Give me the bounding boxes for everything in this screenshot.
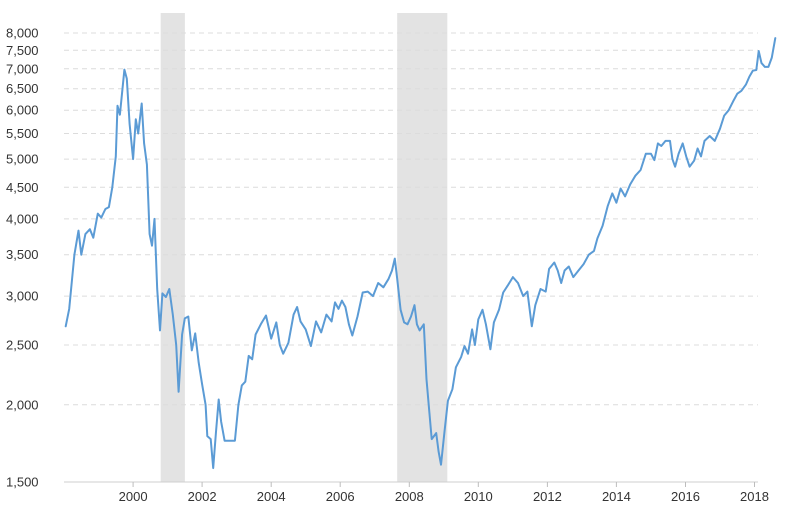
x-tick-label: 2018 [740,489,769,504]
y-tick-label: 6,500 [6,81,39,96]
x-tick-label: 2014 [602,489,631,504]
y-tick-label: 2,000 [6,397,39,412]
gridlines [64,32,758,406]
x-tick-label: 2008 [395,489,424,504]
x-tick-label: 2002 [188,489,217,504]
x-tick-label: 2004 [257,489,286,504]
axes: 1,500 2,000 2,500 3,000 3,500 4,000 4,500 5,000… [6,26,769,505]
y-tick-label: 7,500 [6,43,39,58]
x-tick-label: 2006 [326,489,355,504]
y-tick-label: 4,000 [6,211,39,226]
y-tick-label: 8,000 [6,26,39,41]
y-tick-label: 1,500 [6,475,39,490]
y-tick-label: 3,500 [6,247,39,262]
x-tick-label: 2000 [119,489,148,504]
recession-band-1 [160,13,185,482]
y-tick-label: 4,500 [6,180,39,195]
y-tick-label: 5,500 [6,126,39,141]
y-tick-label: 5,000 [6,152,39,167]
y-tick-label: 6,000 [6,103,39,118]
y-tick-label: 3,000 [6,289,39,304]
y-tick-label: 7,000 [6,61,39,76]
series-layer [64,37,777,470]
series-line-1 [64,37,777,470]
recession-band-2 [397,13,448,482]
x-tick-label: 2016 [671,489,700,504]
recession-bands [160,13,448,482]
x-tick-label: 2010 [464,489,493,504]
x-tick-label: 2012 [533,489,562,504]
y-tick-label: 2,500 [6,338,39,353]
